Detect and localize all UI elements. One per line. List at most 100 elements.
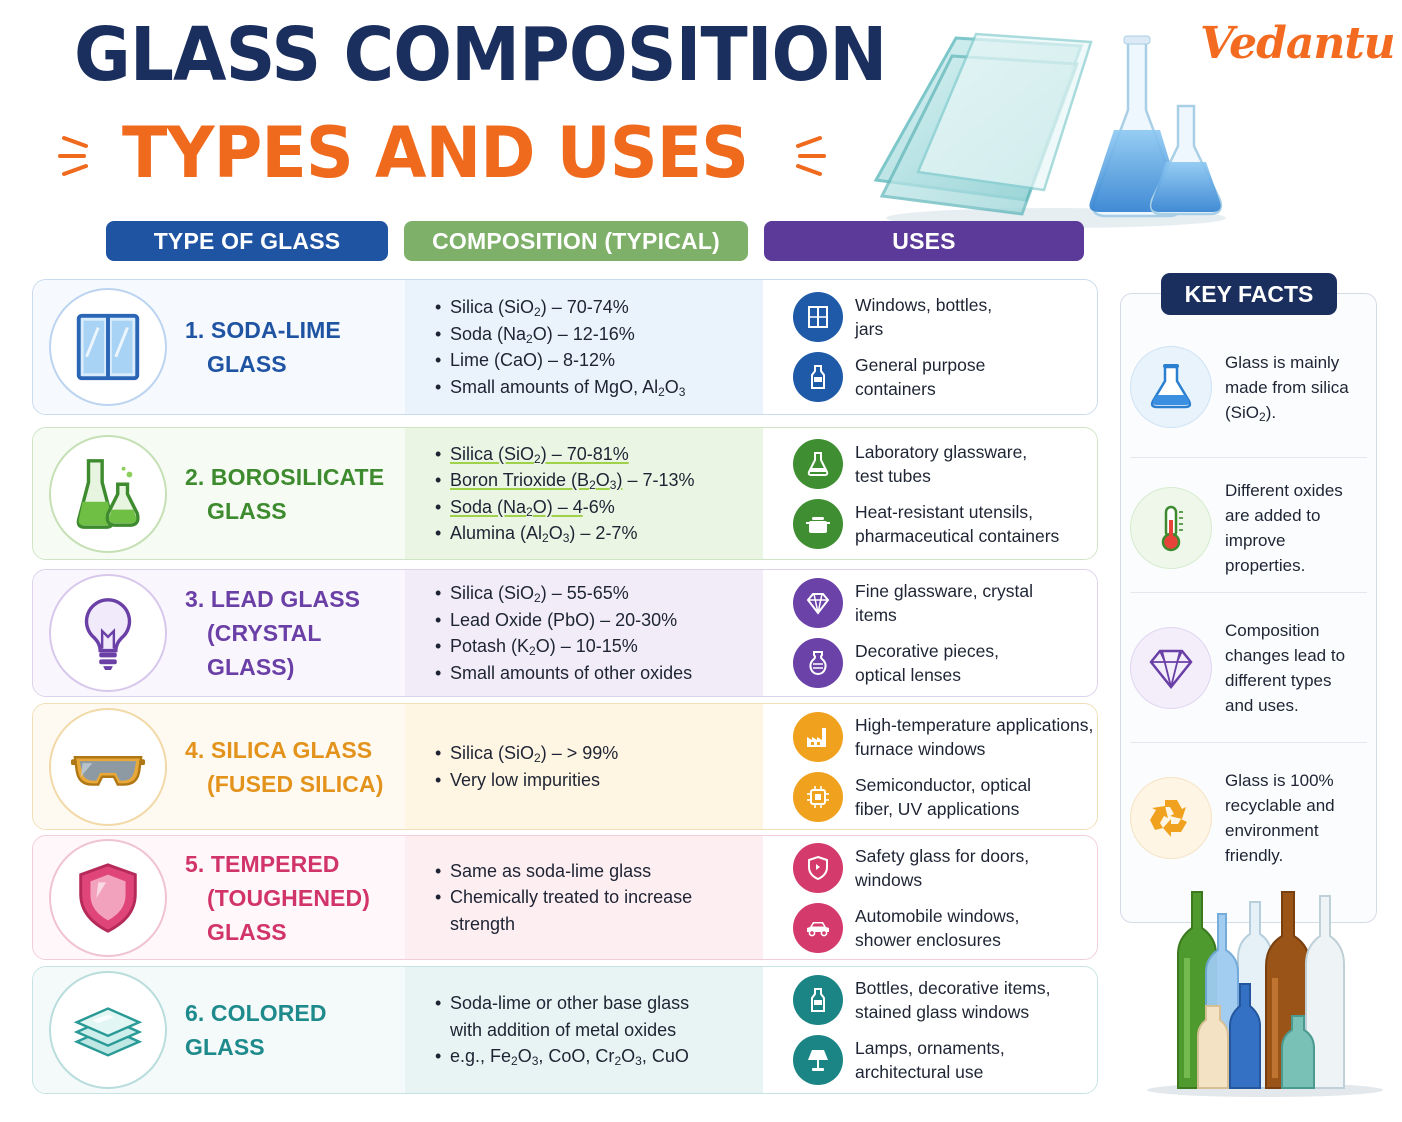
chip-icon: [793, 771, 843, 822]
use-item: Decorative pieces, optical lenses: [793, 638, 1097, 688]
composition-item: Potash (K2O) – 10-15%: [435, 633, 763, 660]
page-subtitle: TYPES AND USES: [122, 112, 749, 194]
use-item: Heat-resistant utensils, pharmaceutical …: [793, 498, 1097, 549]
type-icon-circle: [49, 838, 167, 957]
composition-item: Small amounts of MgO, Al2O3: [435, 374, 763, 401]
composition-item: Soda-lime or other base glass with addit…: [435, 990, 763, 1043]
glass-bottles-icon: [1147, 891, 1383, 1097]
composition-list: Soda-lime or other base glass with addit…: [435, 990, 763, 1070]
uses-cell: Fine glassware, crystal items Decorative…: [763, 570, 1097, 696]
type-cell: 2. BOROSILICATE GLASS: [33, 428, 405, 559]
composition-cell: Silica (SiO2) – 70-81% Boron Trioxide (B…: [405, 428, 763, 559]
composition-item: Silica (SiO2) – 70-74%: [435, 294, 763, 321]
key-fact-item: Different oxides are added to improve pr…: [1130, 478, 1370, 578]
composition-item: Silica (SiO2) – 70-81%: [435, 441, 763, 468]
uses-cell: Laboratory glassware, test tubes Heat-re…: [763, 428, 1097, 559]
use-item: Lamps, ornaments, architectural use: [793, 1035, 1097, 1085]
composition-item: Chemically treated to increase strength: [435, 884, 763, 937]
composition-item: Small amounts of other oxides: [435, 660, 763, 687]
table-row-colored-glass: 6. COLORED GLASS Soda-lime or other base…: [32, 966, 1098, 1094]
diamond-icon: [793, 578, 843, 628]
burst-right-icon: [796, 136, 826, 176]
type-cell: 1. SODA-LIME GLASS: [33, 280, 405, 414]
uses-cell: Safety glass for doors, windows Automobi…: [763, 836, 1097, 959]
glass-layers-icon: [73, 1007, 143, 1057]
composition-cell: Soda-lime or other base glass with addit…: [405, 967, 763, 1093]
brand-logo: Vedantu: [1200, 18, 1396, 69]
composition-item: e.g., Fe2O3, CoO, Cr2O3, CuO: [435, 1043, 763, 1070]
safety-goggles-icon: [70, 755, 146, 786]
use-item: Automobile windows, shower enclosures: [793, 902, 1097, 953]
composition-list: Silica (SiO2) – 70-81% Boron Trioxide (B…: [435, 441, 763, 547]
type-icon-circle: [49, 288, 167, 406]
pot-icon: [793, 498, 843, 549]
composition-cell: Silica (SiO2) – 55-65% Lead Oxide (PbO) …: [405, 570, 763, 696]
use-item: Laboratory glassware, test tubes: [793, 438, 1097, 489]
key-fact-item: Glass is mainly made from silica (SiO2).: [1130, 346, 1370, 428]
composition-list: Silica (SiO2) – 70-74% Soda (Na2O) – 12-…: [435, 294, 763, 400]
column-header-type: TYPE OF GLASS: [106, 221, 388, 261]
type-icon-circle: [49, 574, 167, 692]
shield-icon: [79, 862, 137, 933]
lamp-icon: [793, 1035, 843, 1085]
column-header-composition: COMPOSITION (TYPICAL): [404, 221, 748, 261]
key-fact-item: Composition changes lead to different ty…: [1130, 618, 1370, 718]
flask-icon: [1130, 346, 1212, 428]
table-row-tempered-glass: 5. TEMPERED(TOUGHENED) GLASS Same as sod…: [32, 835, 1098, 960]
composition-item: Soda (Na2O) – 4-6%: [435, 494, 763, 521]
composition-list: Silica (SiO2) – > 99% Very low impuritie…: [435, 740, 763, 793]
factory-icon: [793, 711, 843, 762]
use-item: Fine glassware, crystal items: [793, 578, 1097, 628]
flask-icon: [793, 438, 843, 489]
vase-icon: [793, 638, 843, 688]
type-name: 4. SILICA GLASS (FUSED SILICA): [185, 736, 384, 797]
thermometer-icon: [1130, 487, 1212, 569]
uses-cell: Bottles, decorative items, stained glass…: [763, 967, 1097, 1093]
composition-cell: Same as soda-lime glass Chemically treat…: [405, 836, 763, 959]
composition-item: Silica (SiO2) – > 99%: [435, 740, 763, 767]
composition-item: Alumina (Al2O3) – 2-7%: [435, 520, 763, 547]
glass-panes-and-flasks-icon: [873, 32, 1226, 228]
composition-item: Same as soda-lime glass: [435, 858, 763, 885]
divider: [1130, 742, 1367, 743]
divider: [1130, 592, 1367, 593]
use-item: Windows, bottles, jars: [793, 292, 1097, 342]
light-bulb-icon: [84, 598, 132, 671]
bottle-icon: [793, 352, 843, 402]
shield-icon: [793, 842, 843, 893]
window-icon: [793, 292, 843, 342]
page-title: GLASS COMPOSITION: [74, 12, 887, 98]
type-cell: 3. LEAD GLASS (CRYSTAL GLASS): [33, 570, 405, 696]
composition-item: Lead Oxide (PbO) – 20-30%: [435, 607, 763, 634]
car-icon: [793, 902, 843, 953]
type-cell: 6. COLORED GLASS: [33, 967, 405, 1093]
key-facts-title: KEY FACTS: [1161, 273, 1337, 315]
type-name: 3. LEAD GLASS (CRYSTAL GLASS): [185, 586, 361, 680]
type-name: 2. BOROSILICATE GLASS: [185, 463, 385, 524]
composition-item: Silica (SiO2) – 55-65%: [435, 580, 763, 607]
composition-cell: Silica (SiO2) – 70-74% Soda (Na2O) – 12-…: [405, 280, 763, 414]
use-item: Safety glass for doors, windows: [793, 842, 1097, 893]
use-item: Bottles, decorative items, stained glass…: [793, 975, 1097, 1025]
type-name: 1. SODA-LIME GLASS: [185, 317, 341, 377]
lab-flasks-icon: [76, 458, 140, 529]
type-icon-circle: [49, 707, 167, 826]
composition-list: Same as soda-lime glass Chemically treat…: [435, 858, 763, 938]
type-cell: 5. TEMPERED (TOUGHENED) GLASS: [33, 836, 405, 959]
use-item: General purpose containers: [793, 352, 1097, 402]
table-row-silica-glass: 4. SILICA GLASS(FUSED SILICA) Silica (Si…: [32, 703, 1098, 830]
uses-cell: Windows, bottles, jars General purpose c…: [763, 280, 1097, 414]
type-icon-circle: [49, 434, 167, 553]
type-cell: 4. SILICA GLASS (FUSED SILICA): [33, 704, 405, 829]
composition-item: Boron Trioxide (B2O3) – 7-13%: [435, 467, 763, 494]
type-name: 6. COLORED GLASS: [185, 1000, 327, 1060]
window-icon: [76, 313, 140, 381]
divider: [1130, 457, 1367, 458]
composition-item: Soda (Na2O) – 12-16%: [435, 321, 763, 348]
uses-cell: High-temperature applications, furnace w…: [763, 704, 1097, 829]
composition-item: Lime (CaO) – 8-12%: [435, 347, 763, 374]
composition-item: Very low impurities: [435, 767, 763, 794]
key-fact-item: Glass is 100% recyclable and environment…: [1130, 768, 1370, 868]
